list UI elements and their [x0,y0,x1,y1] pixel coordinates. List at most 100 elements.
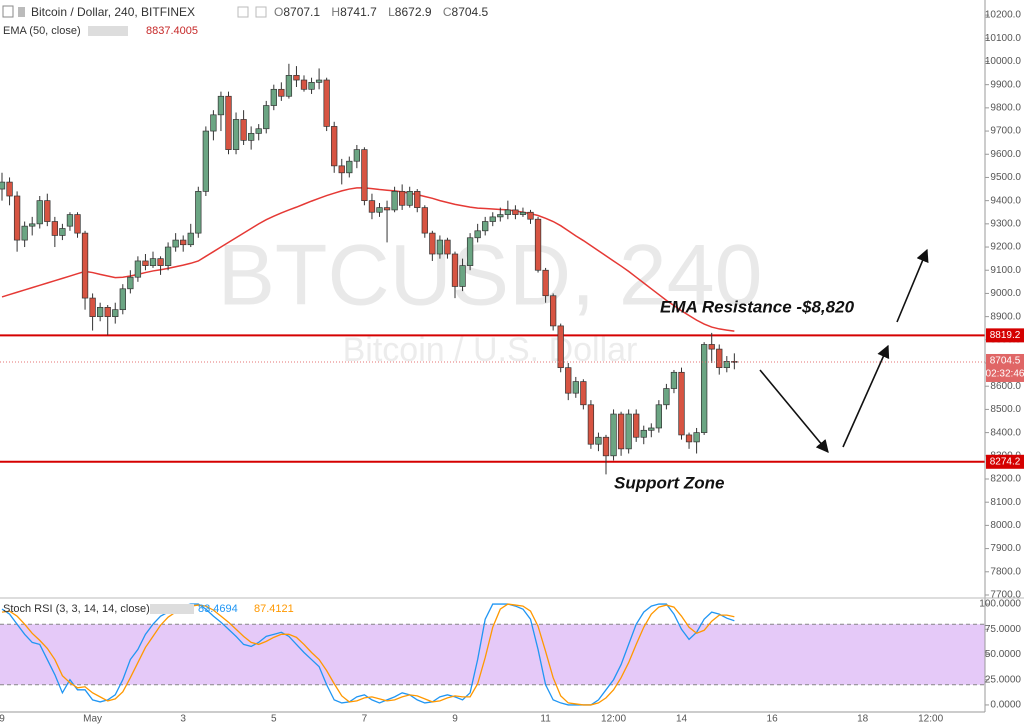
candle-body [648,427,655,431]
y-tick-label: 10000.0 [985,56,1022,67]
rsi-line [1,603,735,706]
candle-body [617,413,625,450]
y-tick-label: 8400.0 [990,427,1021,438]
last-price-label: 8704.5 [990,356,1021,367]
candle-body [248,133,255,141]
icon[interactable] [237,6,249,18]
candle-body [59,228,66,236]
candle-body [557,325,564,369]
icons[interactable] [150,604,194,614]
candle-body [474,230,481,239]
ohlc-label: C [443,5,452,19]
x-tick-label: 16 [767,714,779,725]
rsi-tick-label: 25.0000 [985,674,1022,685]
candle-body [640,429,647,438]
candle-body [89,297,96,317]
candle-body [504,209,511,215]
y-tick-label: 10200.0 [985,10,1022,21]
candle-body [232,119,240,150]
watermark-description: Bitcoin / U.S. Dollar [343,331,638,369]
candle-body [459,265,466,287]
ohlc-value: 8707.1 [283,5,320,19]
candle-body [36,200,43,225]
candle-body [285,75,293,97]
y-tick-label: 9500.0 [990,172,1021,183]
x-tick-label: 3 [180,714,186,725]
price-plot [0,63,985,475]
candle-body [157,258,164,266]
x-tick-label: May [83,714,102,725]
candle-body [119,288,126,311]
candle-body [127,276,134,290]
icon[interactable] [2,5,14,18]
y-tick-label: 8000.0 [990,520,1021,531]
ohlc-value: 8704.5 [452,5,489,19]
x-tick-label: 12:00 [918,714,943,725]
candle-body [278,88,285,97]
icon[interactable] [255,6,267,18]
y-tick-label: 9800.0 [990,103,1021,114]
candle-body [685,434,693,443]
candle-body [406,191,413,206]
x-tick-label: 9 [452,714,458,725]
candle-body [519,211,527,215]
candle-body [66,214,74,227]
x-tick-label: 5 [271,714,277,725]
x-tick-label: 9 [0,714,5,725]
price-label: 8819.2 [990,330,1021,341]
candle-body [164,246,172,266]
ema-line [1,187,735,332]
y-tick-label: 10100.0 [985,33,1022,44]
rsi-k-value: 83.4694 [198,603,238,615]
candle-body [172,239,179,248]
candle-body [429,232,436,255]
arrow [759,369,829,453]
watermark-symbol: BTCUSD, 240 [218,228,763,324]
candle-body [587,404,595,445]
arrow [896,248,929,323]
candle-body [399,191,406,206]
candle-body [51,221,58,236]
candle-body [149,258,157,266]
candle-body [708,344,715,350]
x-tick-label: 12:00 [601,714,626,725]
candle-body [542,269,549,297]
x-tick-label: 18 [857,714,869,725]
candle-body [44,200,51,222]
ema-legend: EMA (50, close) [3,25,81,37]
candle-body [565,367,572,394]
candle-body [270,88,277,106]
countdown: 02:32:46 [986,369,1024,380]
candle-body [602,436,610,457]
y-tick-label: 9400.0 [990,195,1021,206]
y-tick-label: 7700.0 [990,590,1021,601]
candle-body [263,105,270,130]
ohlc-label: L [388,5,395,19]
candle-body [595,436,602,445]
y-tick-label: 9900.0 [990,79,1021,90]
candle-body [195,191,202,234]
candle-body [217,95,225,116]
candle-body [323,79,330,127]
candle-body [74,214,81,234]
price-label-box [986,454,1024,469]
candle-body [489,216,496,222]
price-label-box [986,353,1024,382]
candle-body [700,344,708,433]
candle-body [104,307,111,317]
rsi-band [0,624,985,685]
candle-body [300,79,308,90]
icons[interactable] [88,26,128,36]
ohlc-values: O8707.1 H8741.7 L8672.9 C8704.5 [274,5,489,19]
candle-body [391,191,398,211]
candle-body [482,221,489,232]
candle-body [6,181,13,197]
candle-body [497,214,504,218]
watermark: BTCUSD, 240 Bitcoin / U.S. Dollar [218,228,763,369]
candle-body [13,195,21,241]
ohlc-label: O [274,5,283,19]
candle-body [655,404,662,429]
y-tick-label: 7900.0 [990,543,1021,554]
symbol-title: Bitcoin / Dollar, 240, BITFINEX [31,5,195,19]
